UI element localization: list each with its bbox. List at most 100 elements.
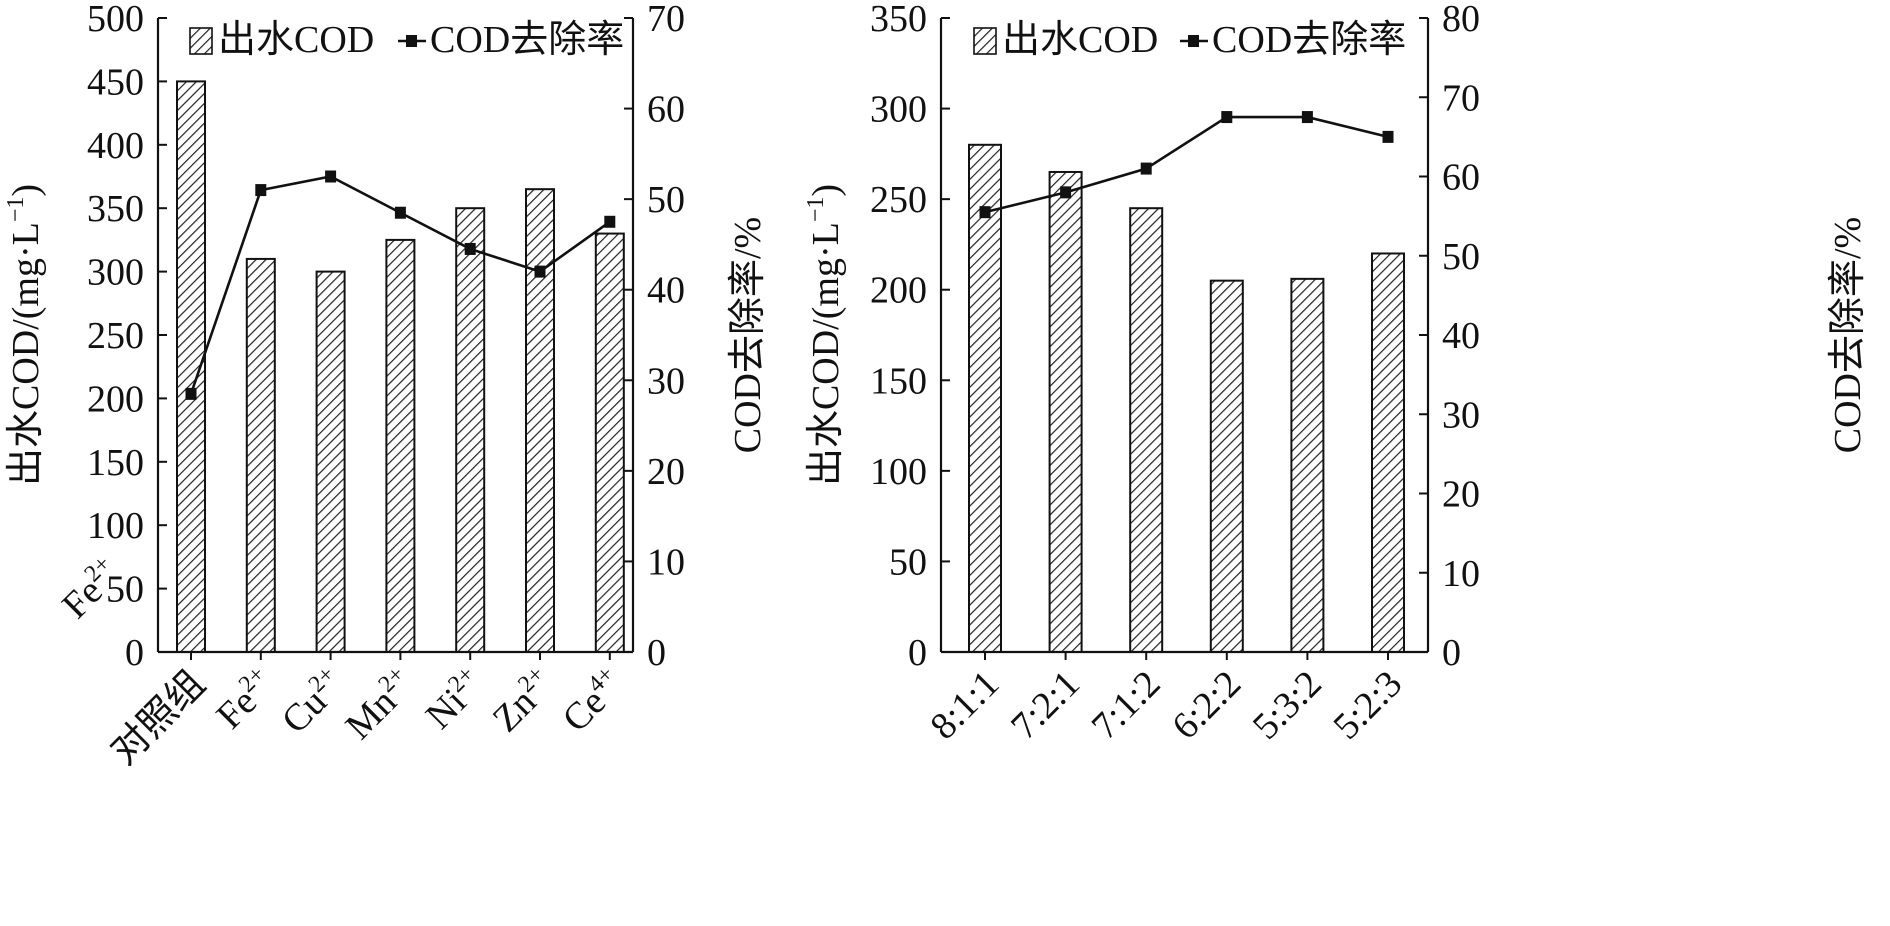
- x-tick-label-2: 7:1:2: [1084, 663, 1169, 748]
- bar-4: [385, 238, 416, 653]
- y2-tick-label-7: 70: [647, 0, 685, 40]
- y-tick-label-1: 50: [889, 541, 927, 583]
- y-tick-label-9: 450: [87, 61, 144, 103]
- x-tick-label-3: 6:2:2: [1164, 663, 1249, 748]
- y2-tick-label-8: 80: [1442, 0, 1480, 40]
- x-tick-label-text-2: 7:1:2: [1084, 663, 1169, 748]
- y-tick-label-4: 200: [87, 378, 144, 420]
- y-tick-label-7: 350: [870, 0, 927, 40]
- removal-rate-point-3: [325, 170, 337, 183]
- removal-rate-point-5: [1301, 111, 1313, 124]
- y2-tick-label-1: 10: [647, 541, 685, 583]
- bar-6: [525, 188, 555, 653]
- y-tick-label-3: 150: [87, 442, 144, 484]
- x-tick-label-1: 7:2:1: [1003, 663, 1088, 748]
- bar-4: [1209, 279, 1244, 653]
- y-tick-label-8: 400: [87, 125, 144, 167]
- removal-rate-point-4: [1221, 111, 1233, 124]
- y-axis-title: 出水COD/(mg·L−1): [803, 184, 847, 486]
- legend-bar-label: 出水COD: [1002, 19, 1158, 61]
- y2-tick-label-3: 30: [647, 360, 685, 402]
- y-tick-label-4: 200: [870, 270, 927, 312]
- y2-tick-label-0: 0: [1442, 632, 1461, 674]
- y2-axis-title: COD去除率/%: [1827, 217, 1869, 453]
- legend-bar-swatch: [189, 27, 213, 55]
- y2-tick-label-2: 20: [647, 451, 685, 493]
- y-axis-title-text: 出水COD/(mg·L: [5, 222, 47, 486]
- removal-rate-point-6: [534, 265, 546, 278]
- bar-6: [1371, 252, 1405, 653]
- legend: 出水COD COD去除率: [189, 19, 624, 61]
- bar-2: [1048, 170, 1083, 653]
- x-tick-label-5: 5:2:3: [1325, 663, 1410, 748]
- x-tick-label-0: 对照组: [103, 663, 213, 773]
- x-tick-label-2: Cu2+: [272, 661, 353, 742]
- legend-line-label: COD去除率: [1212, 19, 1406, 61]
- removal-rate-point-5: [464, 242, 476, 255]
- y-tick-label-6: 300: [870, 89, 927, 131]
- x-tick-label-1: Fe2+: [207, 661, 283, 737]
- y2-tick-label-5: 50: [647, 179, 685, 221]
- y-axis-title-sup: −1: [3, 197, 29, 223]
- x-tick-label-text-5: 5:2:3: [1325, 663, 1410, 748]
- y-tick-label-0: 0: [908, 632, 927, 674]
- removal-rate-point-6: [1382, 130, 1394, 143]
- legend: 出水COD COD去除率: [973, 19, 1406, 61]
- y-axis-title: 出水COD/(mg·L−1): [3, 184, 47, 486]
- bar-2: [245, 257, 276, 653]
- y-tick-label-3: 150: [870, 360, 927, 402]
- y2-tick-label-0: 0: [647, 632, 666, 674]
- y-tick-label-7: 350: [87, 188, 144, 230]
- y-tick-label-2: 100: [870, 451, 927, 493]
- legend-bar-swatch: [973, 27, 997, 55]
- y-axis-title-close: ): [805, 184, 847, 197]
- x-tick-label-text-0: 8:1:1: [922, 663, 1007, 748]
- y-tick-label-0: 0: [125, 632, 144, 674]
- x-tick-label-text-1: 7:2:1: [1003, 663, 1088, 748]
- legend-line-label: COD去除率: [430, 19, 624, 61]
- x-tick-label-3: Mn2+: [336, 661, 423, 748]
- removal-rate-point-3: [1140, 162, 1152, 175]
- y-axis-title-sup: −1: [803, 197, 829, 223]
- y2-axis-title: COD去除率/%: [727, 217, 769, 453]
- x-tick-label-text-3: 6:2:2: [1164, 663, 1249, 748]
- y2-tick-label-5: 50: [1442, 236, 1480, 278]
- y2-tick-label-6: 60: [1442, 157, 1480, 199]
- y-tick-label-10: 500: [87, 0, 144, 40]
- x-tick-label-0: 8:1:1: [922, 663, 1007, 748]
- x-tick-label-4: 5:3:2: [1245, 663, 1330, 748]
- y2-tick-label-6: 60: [647, 89, 685, 131]
- x-tick-label-text-4: 5:3:2: [1245, 663, 1330, 748]
- bar-3: [315, 270, 346, 653]
- x-tick-label-6: Ce4+: [553, 661, 632, 740]
- bar-3: [1129, 207, 1164, 653]
- legend-line-marker: [406, 35, 417, 47]
- chart-panel-2: 0 50 100 150 200 250 300 350 0 10 20 30 40 50 60 70 80 8:…: [803, 0, 1869, 748]
- y2-tick-label-3: 30: [1442, 394, 1480, 436]
- removal-rate-point-2: [1060, 186, 1072, 199]
- x-tick-label-5: Zn2+: [483, 661, 562, 740]
- y-tick-label-5: 250: [87, 315, 144, 357]
- x-tick-label-text-0: 对照组: [103, 663, 213, 773]
- bar-7: [594, 232, 625, 653]
- legend-bar-label: 出水COD: [218, 19, 374, 61]
- removal-rate-point-4: [394, 206, 406, 219]
- legend-line-marker: [1188, 35, 1199, 47]
- y2-tick-label-4: 40: [1442, 315, 1480, 357]
- y-tick-label-1: 50: [106, 569, 144, 611]
- removal-rate-point-7: [604, 215, 616, 228]
- bar-1: [968, 143, 1002, 654]
- y-tick-label-6: 300: [87, 252, 144, 294]
- removal-rate-line: [984, 115, 1389, 214]
- y-axis-title-close: ): [5, 184, 47, 197]
- y2-tick-label-1: 10: [1442, 553, 1480, 595]
- y-tick-label-2: 100: [87, 505, 144, 547]
- x-tick-label-4: Ni2+: [417, 661, 493, 737]
- bar-5: [455, 207, 486, 653]
- y2-tick-label-2: 20: [1442, 474, 1480, 516]
- y2-tick-label-7: 70: [1442, 77, 1480, 119]
- bar-5: [1290, 277, 1325, 653]
- y-tick-label-5: 250: [870, 179, 927, 221]
